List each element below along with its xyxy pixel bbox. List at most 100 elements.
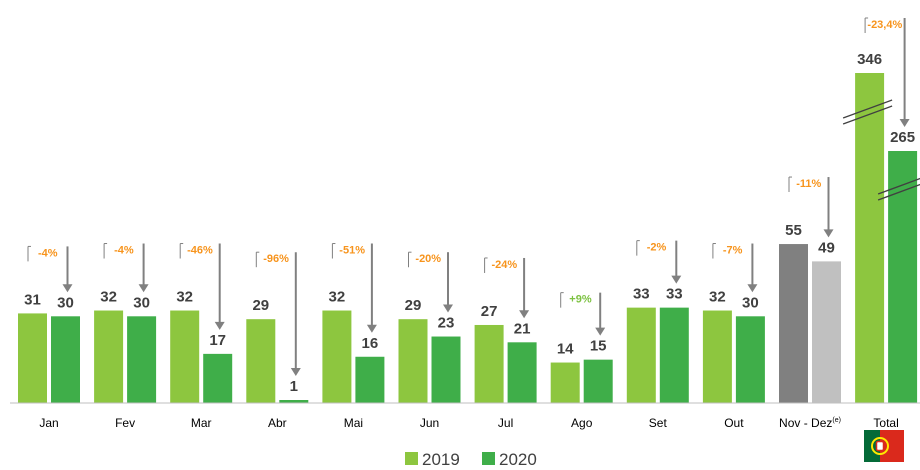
category-superscript: (e) — [832, 417, 841, 424]
bar-nov-dez-2020 — [812, 261, 841, 403]
change-arrow-head — [823, 229, 834, 238]
change-arrow-head — [138, 284, 149, 293]
category-label: Mar — [191, 416, 212, 430]
category-label: Abr — [268, 416, 287, 430]
axis-break-mark — [877, 177, 920, 195]
value-label: 31 — [24, 291, 41, 308]
change-arrow-head — [214, 321, 225, 330]
category-labels-layer: Jan Fev Mar Abr Mai Jun Jul Ago Set Out Nov - Dez(… — [39, 416, 898, 430]
value-label: 29 — [405, 297, 422, 314]
change-arrow-head — [290, 368, 301, 376]
change-label: -4% — [38, 247, 58, 259]
category-label: Set — [649, 416, 668, 430]
bar-fev-2020 — [127, 316, 157, 403]
value-label: 30 — [133, 294, 150, 311]
value-label: 27 — [481, 303, 498, 320]
value-label: 33 — [633, 286, 650, 303]
bars-layer — [18, 73, 920, 403]
change-annotations-layer: -4% -4% -46% -96% -51% -20% -24% +9% -2% -7% -11% -… — [27, 17, 910, 376]
bar-total-2020 — [888, 151, 918, 403]
change-arrow-head — [595, 327, 606, 336]
change-label: -20% — [415, 253, 441, 265]
value-label: 346 — [857, 51, 882, 68]
bar-abr-2020 — [279, 400, 309, 403]
value-label: 32 — [100, 289, 117, 306]
portugal-flag-icon — [864, 430, 904, 462]
legend: 2019 2020 — [405, 450, 537, 469]
change-label: -7% — [723, 245, 743, 257]
bar-ago-2019 — [550, 362, 580, 403]
bar-mai-2020 — [355, 356, 385, 403]
bar-jul-2020 — [507, 342, 537, 403]
value-label: 30 — [57, 294, 74, 311]
legend-swatch-2020 — [482, 452, 495, 465]
legend-swatch-2019 — [405, 452, 418, 465]
change-label: -11% — [796, 178, 821, 190]
value-label: 15 — [590, 338, 607, 355]
axis-break-mark — [842, 105, 893, 125]
value-label: 49 — [818, 239, 835, 256]
category-label: Nov - Dez(e) — [779, 416, 841, 430]
value-label: 14 — [557, 341, 574, 358]
bar-mai-2019 — [322, 310, 352, 403]
category-label: Jul — [498, 416, 513, 430]
bar-out-2020 — [735, 316, 765, 403]
legend-label-2020: 2020 — [499, 450, 537, 469]
change-arrow-head — [671, 275, 682, 284]
change-arrow-head — [443, 304, 453, 313]
value-labels-layer: 31 30 32 30 32 17 29 1 32 16 29 23 27 21 14 15 33 33 32 30 5… — [24, 51, 915, 395]
bar-nov-dez-2019 — [779, 244, 808, 403]
bar-mar-2020 — [203, 353, 233, 403]
value-label: 1 — [290, 378, 298, 395]
category-label: Out — [724, 416, 744, 430]
bar-jun-2020 — [431, 336, 461, 403]
change-label: -4% — [114, 245, 134, 257]
bar-total-2019 — [855, 73, 885, 403]
value-label: 30 — [742, 294, 759, 311]
change-arrow-head — [519, 310, 530, 319]
value-label: 17 — [209, 332, 226, 349]
bar-abr-2019 — [246, 319, 276, 403]
value-label: 55 — [785, 222, 802, 239]
axis-break-mark — [842, 99, 893, 119]
category-label: Mai — [344, 416, 363, 430]
change-label: -23,4% — [867, 19, 902, 31]
category-label: Jan — [39, 416, 58, 430]
axis-break-mark — [877, 183, 920, 201]
change-label: -46% — [187, 245, 213, 257]
bar-jan-2019 — [18, 313, 47, 403]
change-arrow-head — [366, 324, 377, 333]
legend-label-2019: 2019 — [422, 450, 460, 469]
value-label: 21 — [514, 320, 531, 337]
change-label: -96% — [263, 253, 289, 265]
category-label: Total — [873, 416, 898, 430]
change-label: +9% — [569, 294, 592, 306]
bar-set-2019 — [626, 307, 656, 403]
value-label: 265 — [890, 129, 915, 146]
bar-set-2020 — [659, 307, 689, 403]
bar-ago-2020 — [583, 359, 613, 403]
bar-jan-2020 — [51, 316, 80, 403]
bar-jul-2019 — [474, 324, 504, 403]
value-label: 29 — [252, 297, 269, 314]
value-label: 33 — [666, 286, 683, 303]
category-label: Jun — [420, 416, 439, 430]
value-label: 16 — [362, 335, 379, 352]
change-arrow-head — [899, 119, 910, 127]
category-label: Fev — [115, 416, 135, 430]
value-label: 32 — [176, 289, 193, 306]
change-label: -24% — [492, 259, 518, 271]
value-label: 23 — [438, 315, 455, 332]
category-label: Ago — [571, 416, 593, 430]
change-label: -51% — [339, 245, 365, 257]
change-label: -2% — [647, 242, 667, 254]
bar-mar-2019 — [170, 310, 200, 403]
bar-jun-2019 — [398, 319, 428, 403]
bar-out-2019 — [702, 310, 732, 403]
value-label: 32 — [709, 289, 726, 306]
bar-fev-2019 — [94, 310, 124, 403]
change-arrow-head — [62, 284, 73, 293]
value-label: 32 — [329, 289, 346, 306]
change-arrow-head — [747, 284, 758, 293]
